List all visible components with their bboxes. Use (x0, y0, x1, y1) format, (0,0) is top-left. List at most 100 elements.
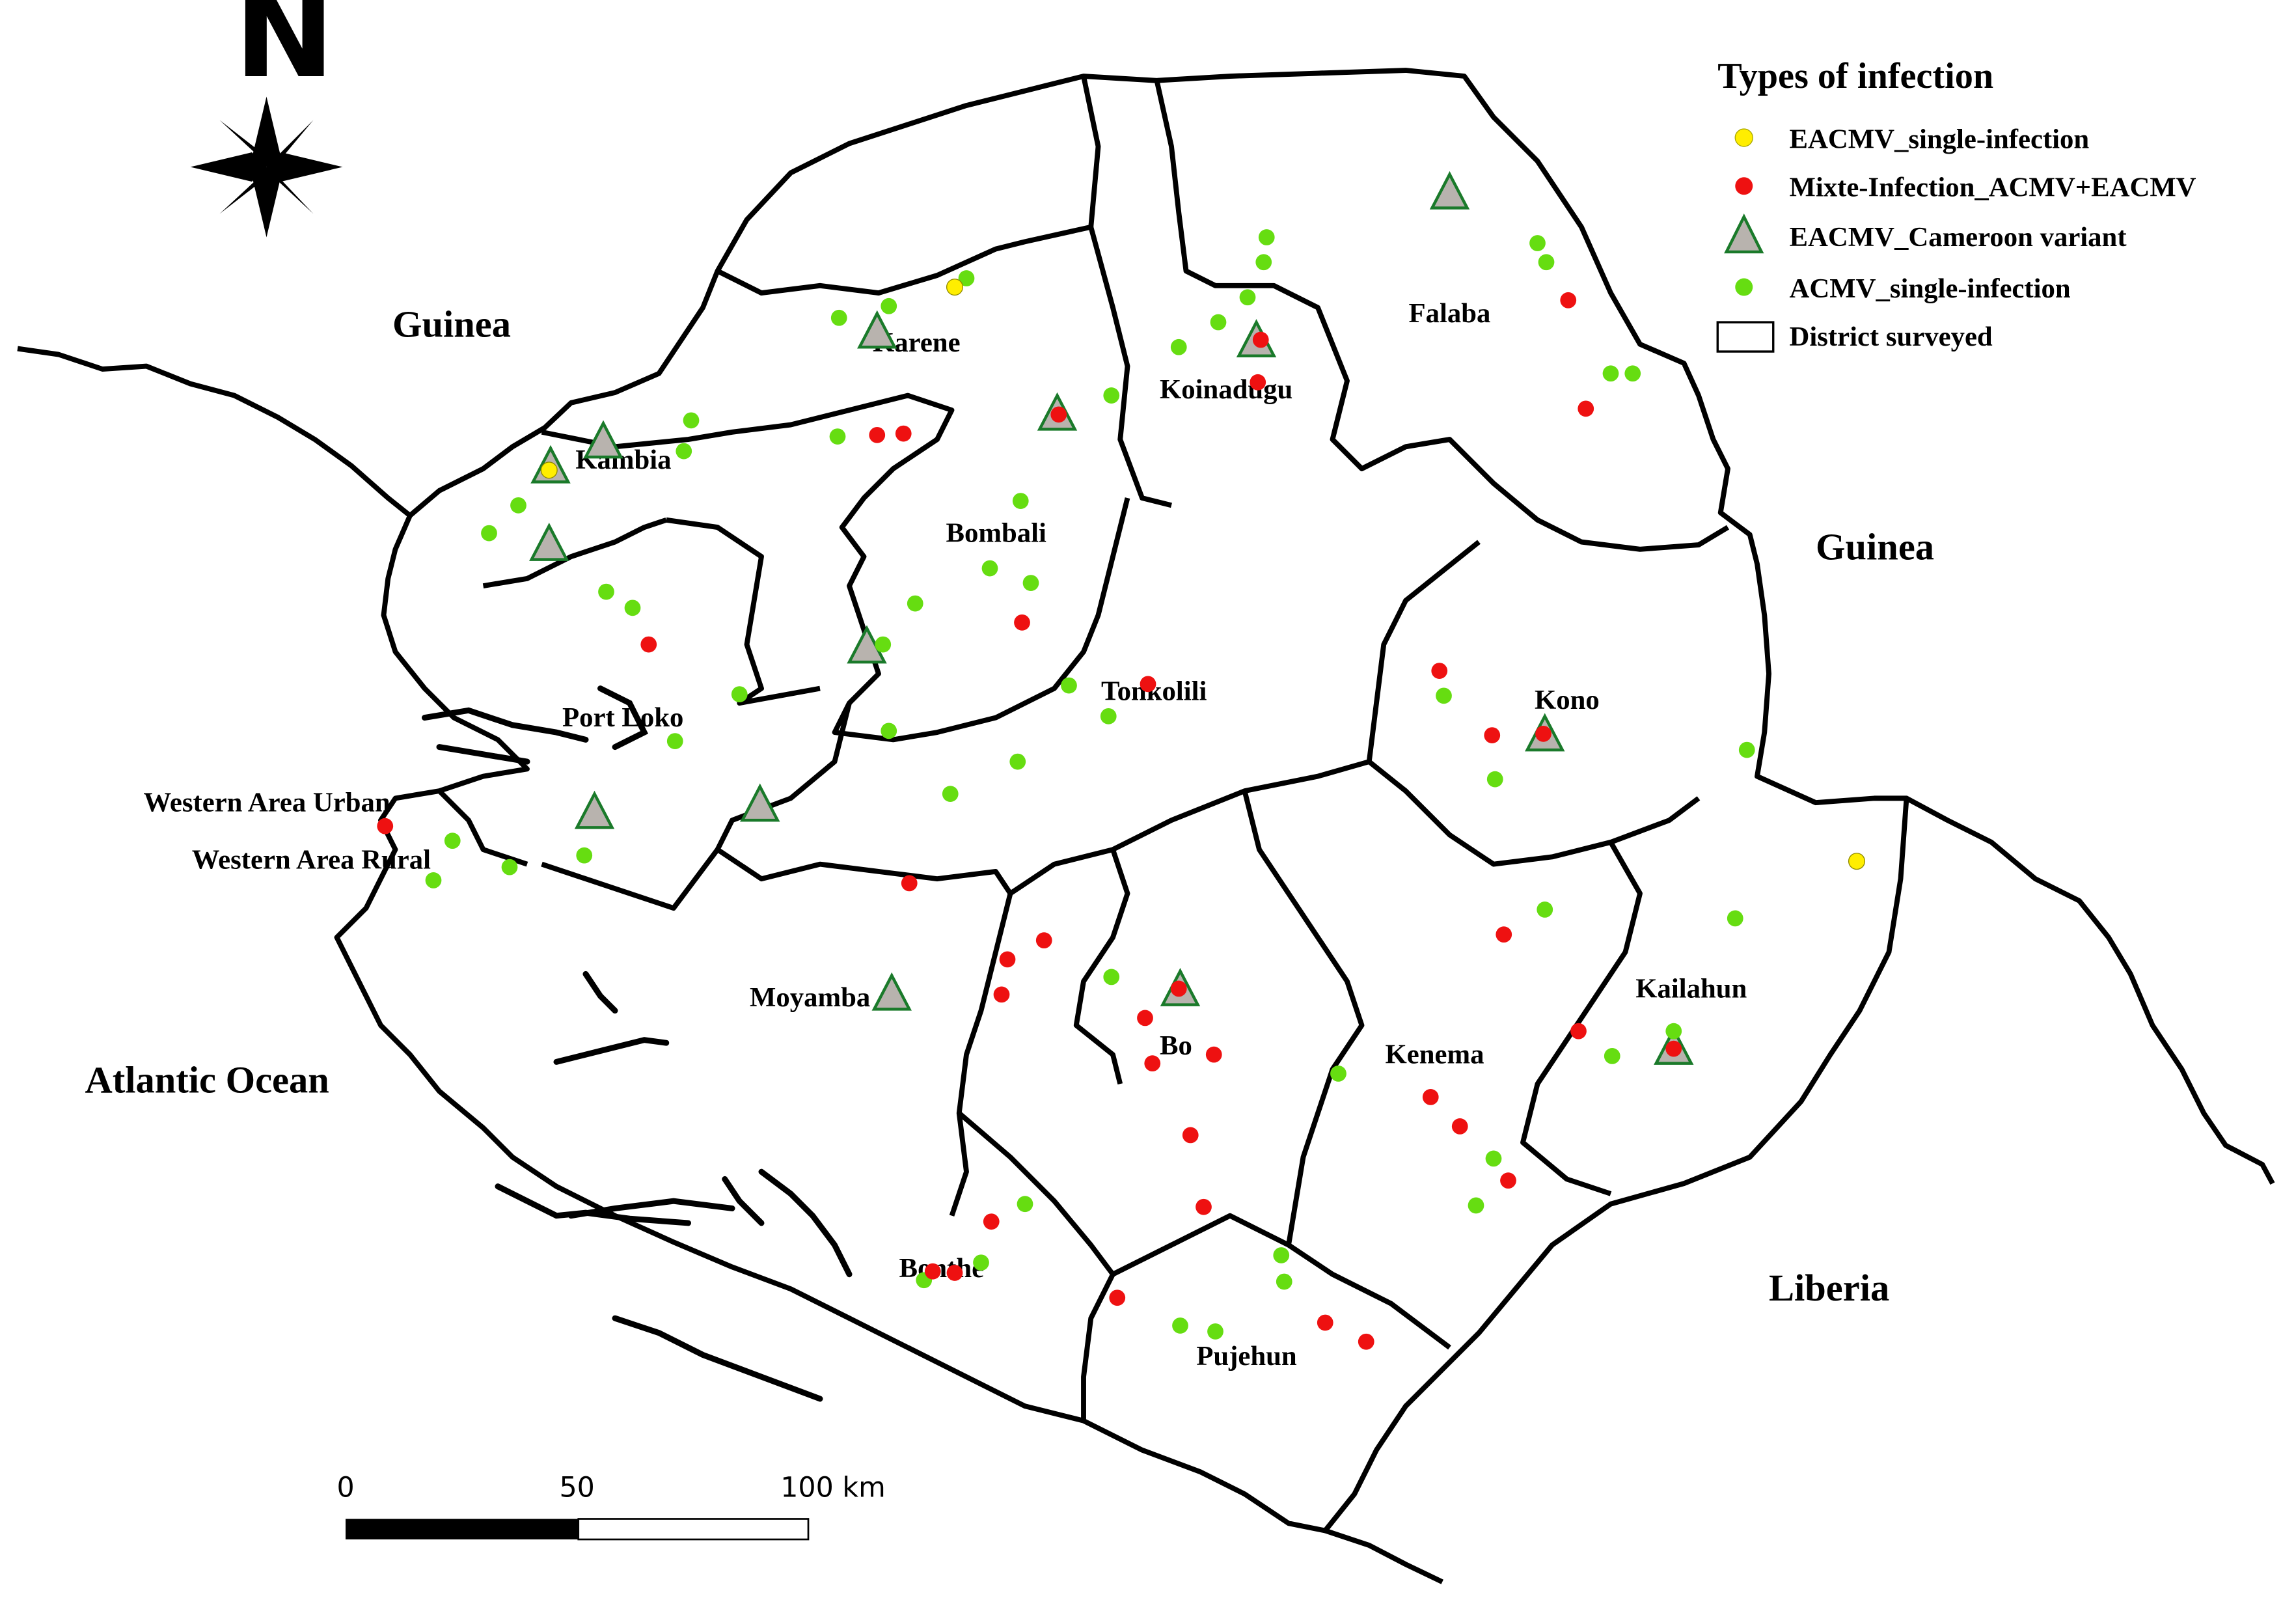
mixed-infection-marker (1451, 1118, 1468, 1135)
mixed-infection-marker (1109, 1289, 1126, 1306)
mixed-infection-marker (1035, 932, 1052, 949)
acmv-single-marker (973, 1254, 989, 1271)
acmv-single-marker (1727, 910, 1743, 927)
acmv-single-marker (1103, 969, 1120, 985)
acmv-single-marker (1207, 1323, 1223, 1340)
acmv-single-marker (1529, 235, 1546, 251)
acmv-single-marker (683, 412, 700, 429)
acmv-single-marker (1665, 1023, 1682, 1040)
mixed-infection-marker (1014, 614, 1030, 631)
acmv-single-marker (1276, 1273, 1292, 1290)
acmv-single-marker (1602, 365, 1619, 382)
acmv-single-marker (501, 859, 518, 875)
district-label-moyamba: Moyamba (750, 982, 870, 1013)
district-label-pujehun: Pujehun (1196, 1341, 1297, 1371)
mixed-infection-marker (946, 1265, 963, 1281)
mixed-infection-marker (1182, 1127, 1199, 1144)
acmv-single-marker (1170, 338, 1187, 355)
liberia-border-south (1324, 1528, 1443, 1584)
district-label-bo: Bo (1160, 1030, 1192, 1061)
acmv-single-marker (907, 595, 923, 612)
legend: Types of infection EACMV_single-infectio… (1716, 56, 2196, 353)
mixed-infection-marker (640, 636, 657, 653)
acmv-single-marker (598, 583, 614, 600)
mixed-infection-marker (1358, 1333, 1374, 1350)
country-label-guinea-nw: Guinea (392, 303, 511, 346)
acmv-single-marker (1436, 687, 1452, 704)
acmv-single-marker (1485, 1150, 1502, 1167)
district-label-bonthe: Bonthe (899, 1253, 985, 1284)
acmv-single-marker (1258, 229, 1275, 245)
acmv-single-marker (666, 733, 683, 749)
district-label-kenema: Kenema (1386, 1040, 1484, 1070)
legend-swatch-triangle (1724, 214, 1764, 254)
acmv-single-marker (481, 525, 497, 542)
district-label-bombali: Bombali (946, 518, 1047, 549)
scale-label-50: 50 (560, 1472, 595, 1504)
acmv-single-marker (958, 270, 975, 286)
mixed-infection-marker (1317, 1314, 1333, 1331)
acmv-single-marker (1468, 1197, 1484, 1214)
mixed-infection-marker (1560, 292, 1577, 309)
acmv-single-marker (444, 833, 461, 849)
legend-label-cameroon: EACMV_Cameroon variant (1790, 222, 2127, 253)
acmv-single-marker (942, 786, 959, 803)
mixed-infection-marker (983, 1213, 1000, 1230)
country-label-guinea-e: Guinea (1816, 526, 1934, 568)
mixed-infection-marker (1252, 331, 1269, 348)
liberia-border-east (1905, 795, 2275, 1185)
mixed-infection-marker (1422, 1089, 1439, 1105)
acmv-single-marker (731, 686, 748, 702)
mixed-infection-marker (1140, 676, 1156, 693)
cameroon-variant-triangle (1429, 171, 1470, 210)
acmv-single-marker (875, 636, 892, 653)
acmv-single-marker (1604, 1048, 1620, 1064)
mixed-infection-marker (869, 426, 886, 443)
mixed-infection-marker (377, 818, 394, 834)
sierra-leone-outline (334, 68, 1909, 1534)
acmv-single-marker (1100, 708, 1117, 724)
acmv-single-marker (676, 443, 692, 460)
acmv-single-marker (1009, 753, 1026, 770)
mixed-infection-marker (1665, 1040, 1682, 1057)
district-label-port-loko: Port Loko (562, 702, 683, 733)
acmv-single-marker (1061, 677, 1077, 694)
guinea-border-west (17, 346, 412, 518)
legend-label-district: District surveyed (1790, 322, 1993, 352)
mixed-infection-marker (895, 425, 912, 442)
mixed-infection-marker (1578, 400, 1594, 417)
mixed-infection-marker (1535, 725, 1551, 742)
acmv-single-marker (1017, 1196, 1033, 1213)
cameroon-variant-triangle (583, 420, 623, 459)
scale-label-0: 0 (337, 1472, 355, 1504)
legend-label-acmv-single: ACMV_single-infection (1790, 273, 2071, 304)
acmv-single-marker (881, 723, 897, 739)
acmv-single-marker (1103, 387, 1120, 404)
acmv-single-marker (1330, 1066, 1346, 1082)
acmv-single-marker (624, 599, 641, 616)
mixed-infection-marker (1484, 727, 1501, 743)
mixed-infection-marker (1196, 1198, 1212, 1215)
legend-label-mixed: Mixte-Infection_ACMV+EACMV (1790, 172, 2196, 203)
acmv-single-marker (510, 497, 526, 514)
country-label-liberia: Liberia (1769, 1267, 1889, 1309)
mixed-infection-marker (1431, 663, 1448, 679)
legend-title: Types of infection (1717, 56, 1993, 96)
legend-swatch-red-circle (1735, 177, 1753, 195)
cameroon-variant-triangle (871, 972, 912, 1011)
acmv-single-marker (576, 847, 593, 864)
mixed-infection-marker (1170, 980, 1187, 997)
acmv-single-marker (1273, 1247, 1290, 1263)
mixed-infection-marker (1050, 406, 1067, 423)
coastal-islands (422, 685, 853, 1402)
cameroon-variant-triangle (857, 310, 897, 349)
mixed-infection-marker (1205, 1046, 1222, 1063)
scale-bar-white-segment (577, 1518, 810, 1541)
district-label-western-urban: Western Area Urban (144, 788, 390, 818)
district-label-kono: Kono (1535, 685, 1600, 715)
north-label: N (234, 0, 335, 105)
acmv-single-marker (829, 428, 846, 445)
mixed-infection-marker (999, 951, 1016, 968)
scale-bar-black-segment (346, 1519, 579, 1539)
mixed-infection-marker (1500, 1172, 1516, 1189)
